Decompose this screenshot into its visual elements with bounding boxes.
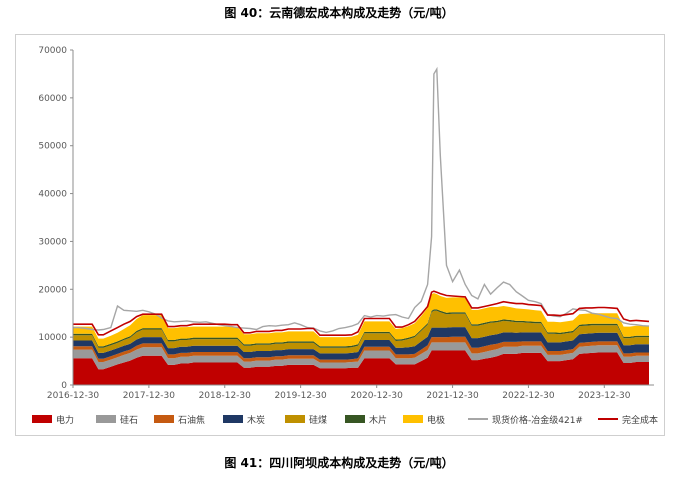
area-石油焦 xyxy=(73,336,649,363)
area-电力 xyxy=(73,350,649,385)
legend-label-硅煤: 硅煤 xyxy=(309,414,327,426)
legend-swatch-硅煤 xyxy=(285,415,305,423)
legend-label-木炭: 木炭 xyxy=(247,414,265,426)
legend-label-硅石: 硅石 xyxy=(120,414,138,426)
stacked-area-chart: 0 10000 20000 30000 40000 50000 60000 70000 2016… xyxy=(32,46,658,426)
legend-swatch-木片 xyxy=(345,415,365,423)
area-木炭 xyxy=(73,327,649,360)
legend-swatch-电力 xyxy=(32,415,52,423)
legend-swatch-电极 xyxy=(403,415,423,423)
area-硅石 xyxy=(73,342,649,370)
y-tick-label: 0 xyxy=(61,381,67,391)
legend-label-现货价格-冶金级421#: 现货价格-冶金级421# xyxy=(492,414,583,426)
legend-label-木片: 木片 xyxy=(369,414,387,426)
x-tick-label: 2017-12-30 xyxy=(123,391,176,401)
legend-label-电极: 电极 xyxy=(427,414,445,426)
line-现货价格-冶金级421# xyxy=(73,66,650,334)
y-tick-label: 50000 xyxy=(38,142,67,152)
x-tick-label: 2018-12-30 xyxy=(199,391,252,401)
y-tick-label: 60000 xyxy=(38,94,67,104)
y-tick-label: 70000 xyxy=(38,46,67,56)
x-tick-label: 2021-12-30 xyxy=(426,391,479,401)
line-完全成本 xyxy=(73,290,650,336)
x-tick-label: 2023-12-30 xyxy=(578,391,631,401)
y-tick-label: 30000 xyxy=(38,237,67,247)
y-tick-label: 40000 xyxy=(38,190,67,200)
figure-title-bottom: 图 41：四川阿坝成本构成及走势（元/吨） xyxy=(224,456,454,470)
legend-swatch-木炭 xyxy=(223,415,243,423)
legend-label-电力: 电力 xyxy=(56,414,74,426)
legend-label-完全成本: 完全成本 xyxy=(622,414,658,426)
y-tick-label: 10000 xyxy=(38,333,67,343)
x-tick-label: 2016-12-30 xyxy=(47,391,100,401)
chart-frame: 0 10000 20000 30000 40000 50000 60000 70000 2016… xyxy=(15,34,665,436)
x-tick-label: 2019-12-30 xyxy=(274,391,327,401)
area-电极 xyxy=(73,293,649,347)
figure-title-top: 图 40：云南德宏成本构成及走势（元/吨） xyxy=(224,6,454,20)
legend-swatch-石油焦 xyxy=(154,415,174,423)
legend-label-石油焦: 石油焦 xyxy=(178,414,205,426)
x-tick-label: 2022-12-30 xyxy=(502,391,555,401)
y-tick-label: 20000 xyxy=(38,285,67,295)
legend-swatch-硅石 xyxy=(96,415,116,423)
area-硅煤 xyxy=(73,310,649,354)
x-tick-label: 2020-12-30 xyxy=(351,391,404,401)
area-木片 xyxy=(73,309,649,348)
